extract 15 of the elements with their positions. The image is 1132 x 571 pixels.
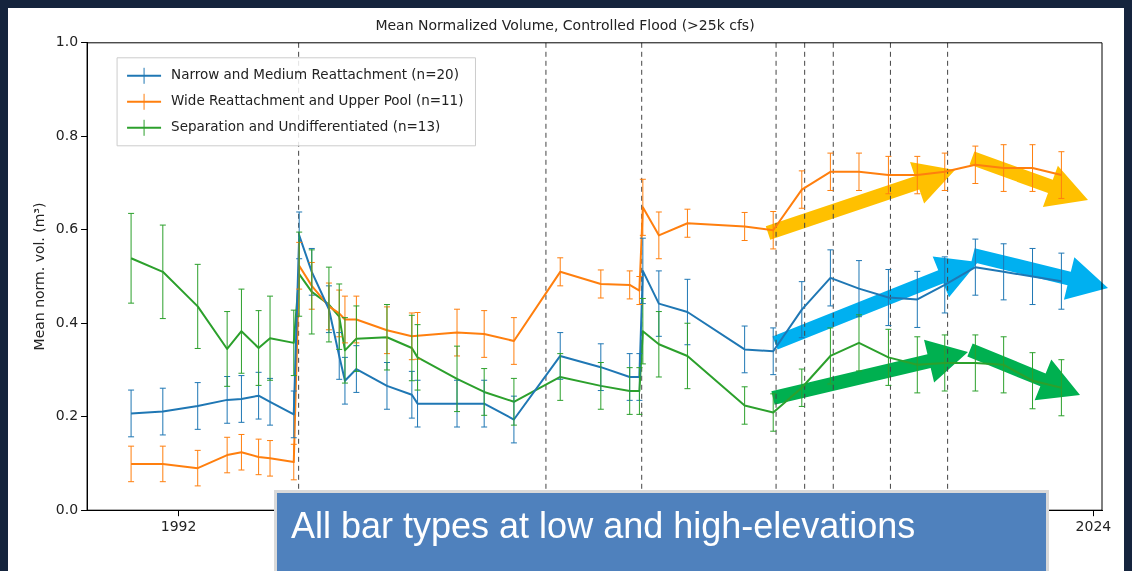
y-axis-title: Mean norm. vol. (m³) bbox=[31, 202, 48, 351]
chart-title: Mean Normalized Volume, Controlled Flood (>25k cfs) bbox=[375, 17, 755, 34]
legend-label: Narrow and Medium Reattachment (n=20) bbox=[171, 66, 459, 83]
y-tick-label: 0.2 bbox=[55, 407, 79, 424]
callout-box: All bar types at low and high-elevations bbox=[274, 490, 1049, 571]
y-tick-label: 0.0 bbox=[55, 500, 79, 517]
x-tick-label: 2024 bbox=[1075, 518, 1112, 535]
y-tick-label: 0.8 bbox=[55, 126, 79, 143]
y-tick-label: 0.6 bbox=[55, 220, 79, 237]
legend-label: Wide Reattachment and Upper Pool (n=11) bbox=[171, 92, 464, 109]
y-tick-label: 0.4 bbox=[55, 313, 79, 330]
legend-label: Separation and Undifferentiated (n=13) bbox=[171, 118, 441, 135]
annotation: All bar types at low and high-elevations bbox=[291, 505, 917, 547]
x-tick-label: 1992 bbox=[160, 518, 197, 535]
y-tick-label: 1.0 bbox=[55, 33, 79, 50]
